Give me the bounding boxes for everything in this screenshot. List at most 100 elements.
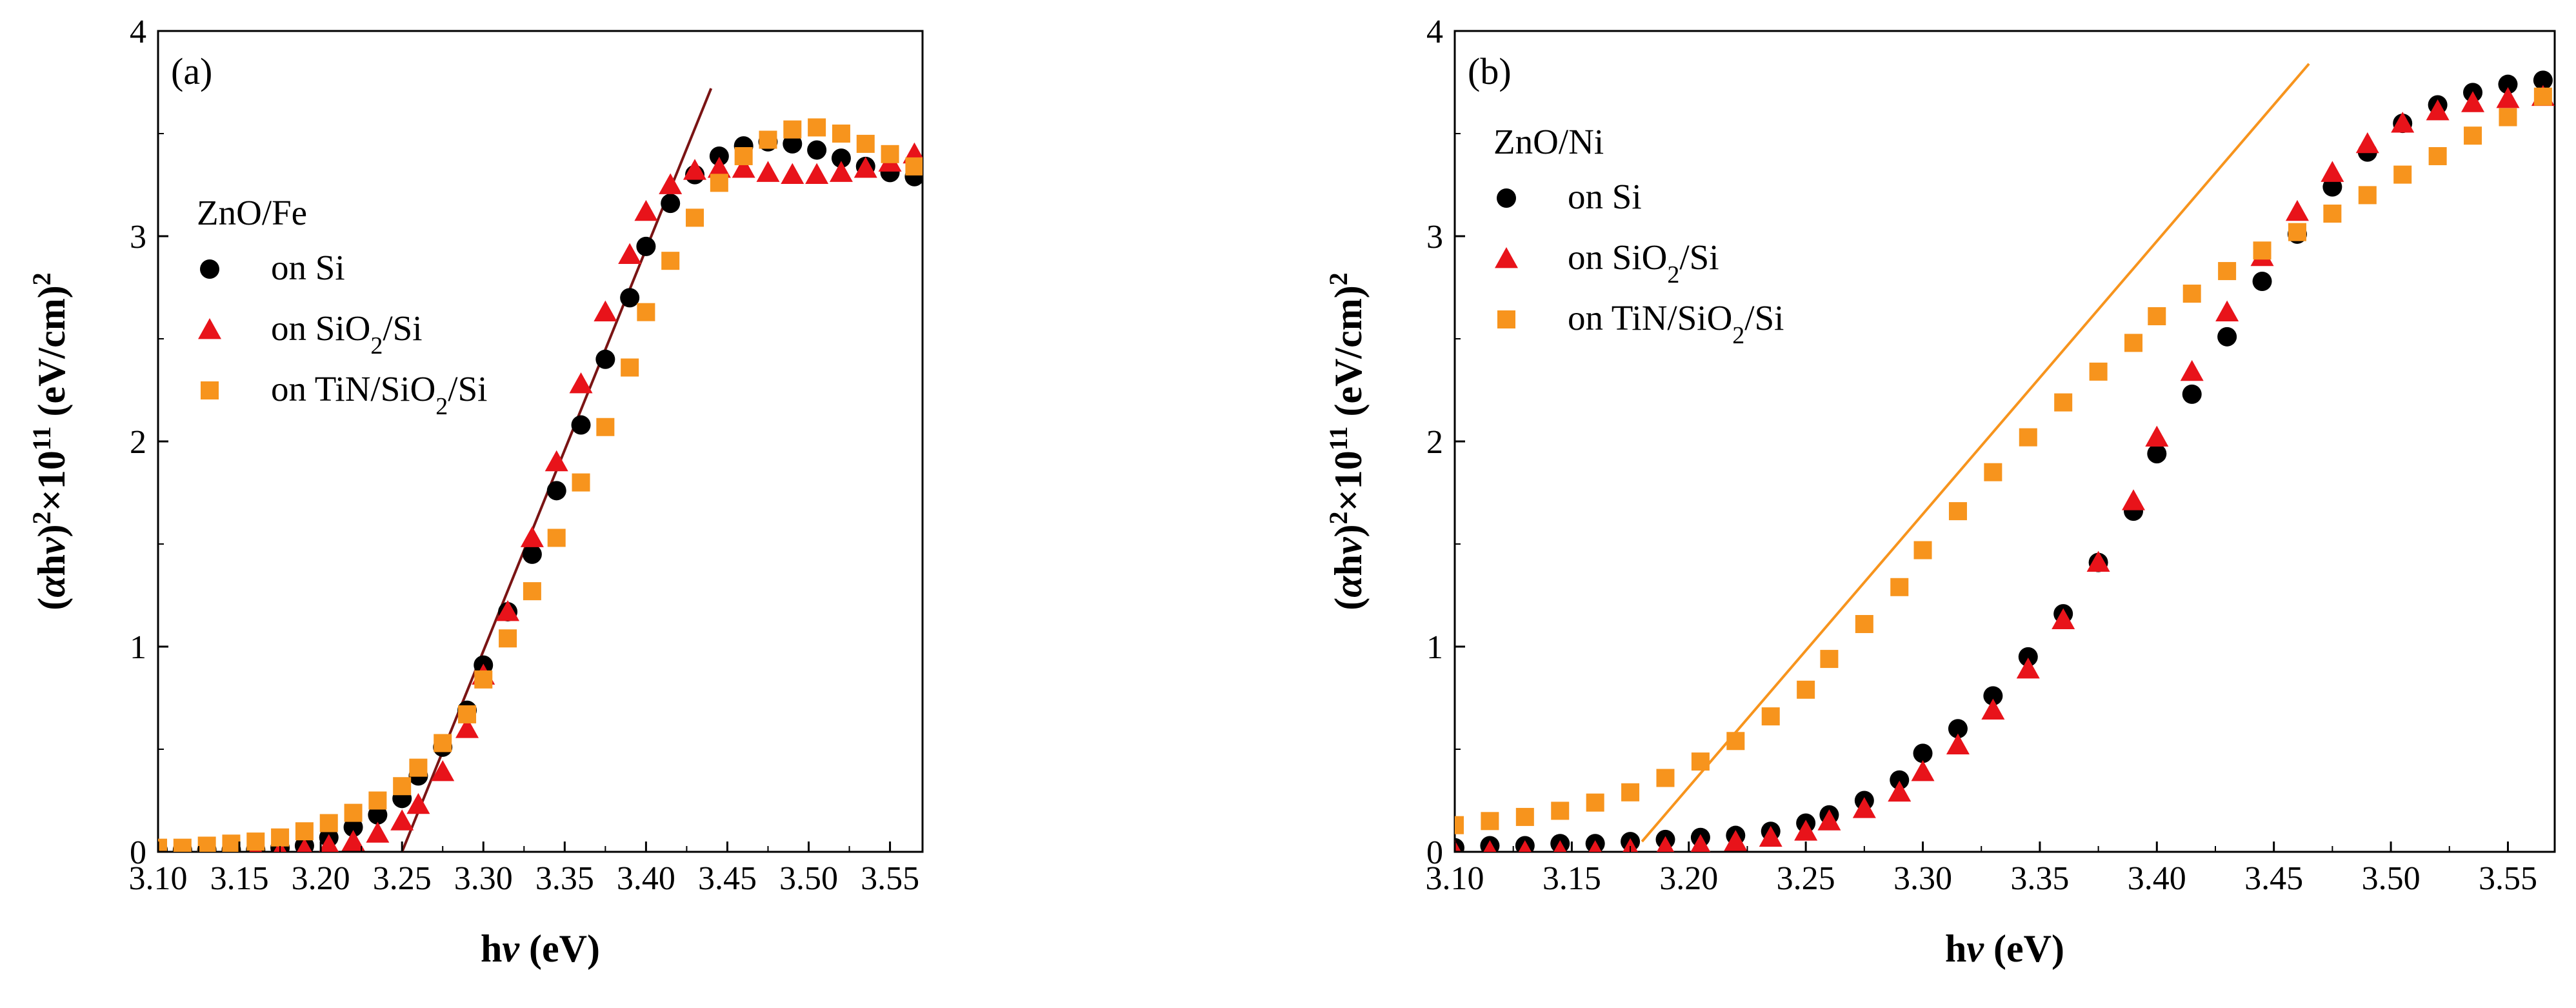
data-point-triangle-a (732, 157, 755, 178)
data-point-triangle-b (1724, 830, 1748, 851)
legend-marker-square-a (201, 381, 219, 399)
data-point-triangle-b (2052, 608, 2075, 630)
data-point-square-a (856, 134, 875, 153)
data-point-triangle-a (683, 159, 707, 180)
data-point-triangle-a (496, 600, 520, 621)
data-point-square-a (368, 791, 387, 810)
data-point-square-b (2499, 108, 2517, 126)
data-point-square-a (686, 208, 704, 227)
data-point-square-b (2019, 428, 2037, 447)
data-point-square-b (2533, 87, 2552, 106)
data-point-triangle-b (2355, 132, 2379, 154)
data-point-square-b (1761, 707, 1780, 726)
y-tick-label-b: 0 (1426, 834, 1443, 871)
x-tick-label-a: 3.45 (698, 860, 757, 897)
legend-marker-triangle-b (1495, 247, 1518, 268)
data-point-square-a (222, 834, 241, 852)
fit-line-b (1641, 63, 2310, 843)
data-point-square-b (1797, 680, 1815, 699)
data-point-triangle-b (1981, 698, 2005, 720)
data-point-square-a (547, 529, 566, 547)
data-point-triangle-b (1483, 840, 1497, 852)
axis-ticks-a: 3.10 3.15 3.20 3.25 3.30 3.35 3.40 3.45 3.50 3.55… (129, 14, 920, 897)
x-tick-label-b: 3.20 (1659, 860, 1718, 897)
data-point-square-a (295, 822, 314, 841)
data-point-square-a (409, 758, 428, 777)
data-point-triangle-a (297, 838, 312, 852)
data-point-square-a (661, 252, 680, 270)
data-point-square-b (1726, 732, 1745, 751)
data-point-square-a (458, 705, 477, 723)
data-point-square-b (2054, 393, 2073, 412)
data-point-triangle-b (1518, 840, 1532, 852)
data-point-triangle-a (455, 717, 479, 738)
data-point-square-b (2358, 186, 2377, 205)
x-tick-label-a: 3.55 (861, 860, 919, 897)
data-point-triangle-b (1946, 733, 1970, 755)
data-point-triangle-b (2122, 489, 2146, 510)
data-point-triangle-b (2426, 99, 2450, 121)
legend-swatch-triangle-b (1495, 247, 1518, 268)
x-tick-label-b: 3.55 (2479, 860, 2537, 897)
data-point-square-a (271, 828, 290, 847)
data-point-triangle-a (569, 372, 593, 394)
x-tick-label-b: 3.10 (1426, 860, 1484, 897)
data-point-triangle-b (1794, 820, 1818, 841)
x-tick-label-a: 3.20 (292, 860, 350, 897)
data-point-circle-a (368, 805, 388, 825)
data-point-square-b (2124, 334, 2143, 352)
data-point-circle-a (661, 194, 681, 214)
data-point-square-a (808, 118, 826, 137)
legend-marker-circle-b (1497, 188, 1516, 208)
legend-title-b: ZnO/Ni (1493, 122, 1604, 161)
legend-swatch-circle-b (1497, 188, 1516, 208)
data-point-square-b (1586, 793, 1604, 812)
data-point-triangle-a (854, 157, 877, 178)
y-tick-label-b: 4 (1426, 14, 1443, 50)
plot-frame-a (157, 30, 924, 853)
data-point-square-b (2323, 205, 2342, 223)
data-point-triangle-b (2461, 91, 2485, 112)
y-tick-label-a: 3 (130, 219, 146, 256)
data-point-circle-a (807, 140, 827, 160)
data-point-square-b (1691, 752, 1710, 771)
data-point-square-a (393, 777, 412, 796)
data-point-triangle-b (1588, 840, 1602, 852)
y-axis-title-b: (αhν)2×1011 (eV/cm)2 (1324, 272, 1370, 610)
legend-label-si-b: on Si (1568, 177, 1642, 216)
legend-marker-square-b (1497, 310, 1515, 328)
x-tick-label-b: 3.15 (1543, 860, 1601, 897)
x-tick-label-a: 3.50 (779, 860, 838, 897)
panel-label-b: (b) (1468, 50, 1512, 92)
x-tick-label-a: 3.25 (373, 860, 432, 897)
y-tick-label-b: 2 (1426, 424, 1443, 461)
data-point-triangle-a (659, 173, 683, 194)
data-point-square-b (1984, 463, 2002, 481)
legend-label-sio2-a: on SiO2/Si (271, 308, 423, 359)
fit-line-layer-b (1641, 63, 2310, 843)
data-point-square-b (1621, 783, 1640, 801)
data-point-triangle-b (2016, 657, 2040, 679)
data-point-triangle-a (406, 792, 430, 814)
data-point-triangle-b (1553, 840, 1567, 852)
data-point-triangle-a (756, 161, 780, 182)
data-point-square-b (2464, 126, 2482, 145)
data-points-b (1455, 70, 2555, 852)
data-point-square-b (2393, 165, 2412, 184)
x-tick-label-b: 3.50 (2362, 860, 2421, 897)
data-point-triangle-a (829, 161, 853, 182)
data-point-square-b (2288, 223, 2306, 241)
data-point-triangle-a (544, 450, 568, 472)
data-point-triangle-b (1759, 825, 1782, 847)
data-point-square-a (434, 734, 452, 752)
data-point-triangle-b (2180, 359, 2204, 381)
data-point-circle-b (2217, 327, 2237, 347)
legend-swatch-square-a (201, 381, 219, 399)
x-tick-label-b: 3.25 (1777, 860, 1835, 897)
data-point-square-b (2148, 307, 2166, 326)
data-point-triangle-b (1656, 836, 1675, 852)
data-point-square-a (783, 120, 802, 139)
data-point-triangle-a (366, 822, 390, 843)
legend-label-tin-a: on TiN/SiO2/Si (271, 369, 487, 420)
